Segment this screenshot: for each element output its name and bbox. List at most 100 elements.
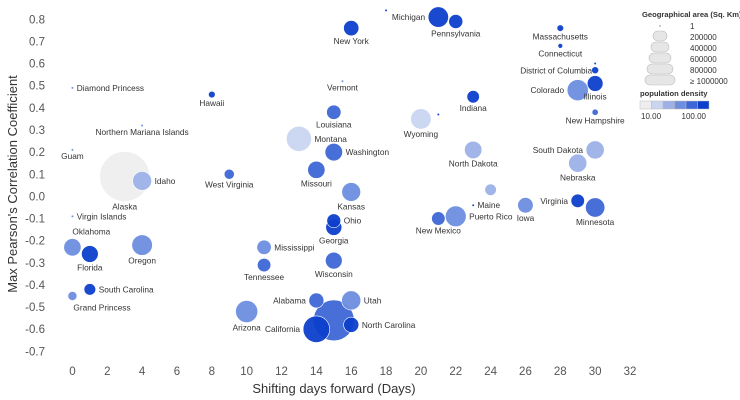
color-legend-swatch <box>697 100 710 110</box>
x-tick-label: 0 <box>69 366 75 378</box>
color-legend <box>639 100 710 110</box>
data-point <box>302 315 330 343</box>
data-point <box>341 290 362 311</box>
size-legend-title: Geographical area (Sq. Km) <box>642 10 740 19</box>
y-tick-label: -0.3 <box>25 258 45 270</box>
data-point <box>235 300 259 323</box>
point-label: Wisconsin <box>315 269 353 279</box>
point-label: Colorado <box>530 85 564 95</box>
color-legend-swatch <box>651 100 664 110</box>
data-point <box>326 104 342 120</box>
data-point <box>557 43 564 49</box>
size-legend-mark <box>650 41 670 53</box>
size-legend-label: ≥ 1000000 <box>690 77 728 86</box>
point-label: Puerto Rico <box>469 211 513 221</box>
data-point <box>308 292 325 309</box>
data-point <box>556 24 564 32</box>
x-tick-label: 26 <box>519 366 532 378</box>
y-tick-label: 0.4 <box>29 103 46 115</box>
point-label: Ohio <box>344 216 362 226</box>
point-label: Hawaii <box>199 98 224 108</box>
chart-axes: 0 2 4 6 8 10 12 14 16 18 20 22 24 26 28 30 32-0.7-0.6-0.… <box>25 14 636 378</box>
x-tick-label: 6 <box>174 366 180 378</box>
color-legend-swatch <box>685 100 698 110</box>
x-tick-label: 22 <box>449 366 462 378</box>
data-point <box>591 108 599 116</box>
data-point <box>448 14 464 29</box>
x-axis-label: Shifting days forward (Days) <box>252 381 415 396</box>
size-legend-mark <box>646 63 674 75</box>
data-point <box>70 86 75 90</box>
x-tick-label: 10 <box>240 366 253 378</box>
data-point <box>132 171 152 191</box>
point-label: Connecticut <box>538 48 583 58</box>
color-legend-title: population density <box>640 89 708 98</box>
data-point <box>67 291 78 301</box>
data-point <box>223 168 235 180</box>
x-tick-label: 14 <box>310 366 323 378</box>
data-point <box>593 61 597 66</box>
data-point <box>586 75 604 92</box>
point-label: Oklahoma <box>72 227 110 237</box>
point-label: South Carolina <box>99 284 154 294</box>
point-label: Michigan <box>392 12 426 22</box>
x-tick-label: 2 <box>104 366 110 378</box>
x-tick-label: 16 <box>345 366 358 378</box>
size-legend-label: 800000 <box>690 66 717 75</box>
data-point <box>410 108 432 130</box>
data-point <box>131 234 153 256</box>
data-point <box>427 6 449 28</box>
y-tick-label: -0.6 <box>25 324 45 336</box>
x-tick-label: 8 <box>209 366 215 378</box>
point-label: New York <box>334 36 370 46</box>
point-label: Massachusetts <box>533 31 588 41</box>
point-label: Vermont <box>327 83 359 93</box>
size-legend-label: 400000 <box>690 44 717 53</box>
chart-marks: New York Michigan Pennsylvania Massachusett… <box>61 6 625 343</box>
data-point <box>466 90 480 104</box>
y-tick-label: -0.7 <box>25 346 45 358</box>
point-label: Alabama <box>273 295 306 305</box>
data-point <box>445 205 467 228</box>
point-label: Guam <box>61 151 84 161</box>
data-point <box>341 182 361 202</box>
x-tick-label: 4 <box>139 366 146 378</box>
x-tick-label: 24 <box>484 366 497 378</box>
point-label: Iowa <box>517 213 535 223</box>
point-label: California <box>265 324 300 334</box>
data-point <box>70 148 75 152</box>
y-axis-label: Max Pearson's Correlation Coefficient <box>5 75 20 293</box>
y-tick-label: 0.6 <box>29 59 45 71</box>
data-point <box>431 211 446 226</box>
y-tick-label: 0.1 <box>29 169 45 181</box>
point-label: West Virginia <box>205 179 254 189</box>
y-tick-label: -0.5 <box>25 302 45 314</box>
color-legend-swatch <box>662 100 675 110</box>
y-tick-label: -0.2 <box>25 236 45 248</box>
point-label: Florida <box>77 262 103 272</box>
point-label: Idaho <box>155 176 176 186</box>
data-point <box>81 245 99 263</box>
y-tick-label: 0.0 <box>29 191 45 203</box>
point-label: Grand Princess <box>73 303 130 313</box>
size-legend: 1 200000 400000 600000 800000 ≥ 1000000 <box>644 22 728 86</box>
y-tick-label: 0.7 <box>29 36 45 48</box>
point-label: Arizona <box>233 323 262 333</box>
data-point <box>343 20 360 37</box>
point-label: Indiana <box>460 103 488 113</box>
color-legend-max: 100.00 <box>682 112 707 121</box>
data-point <box>591 66 599 75</box>
size-legend-label: 1 <box>690 22 695 31</box>
data-point <box>257 257 272 273</box>
color-legend-swatch <box>639 100 652 110</box>
data-point <box>343 316 360 333</box>
point-label: Oregon <box>128 255 156 265</box>
point-label: New Hampshire <box>566 115 625 125</box>
point-label: Maine <box>477 200 500 210</box>
data-point <box>464 140 483 159</box>
data-point <box>208 90 216 99</box>
point-label: Pennsylvania <box>431 29 481 39</box>
data-point <box>286 125 312 152</box>
point-label: Illinois <box>584 91 607 101</box>
data-point <box>324 143 343 162</box>
